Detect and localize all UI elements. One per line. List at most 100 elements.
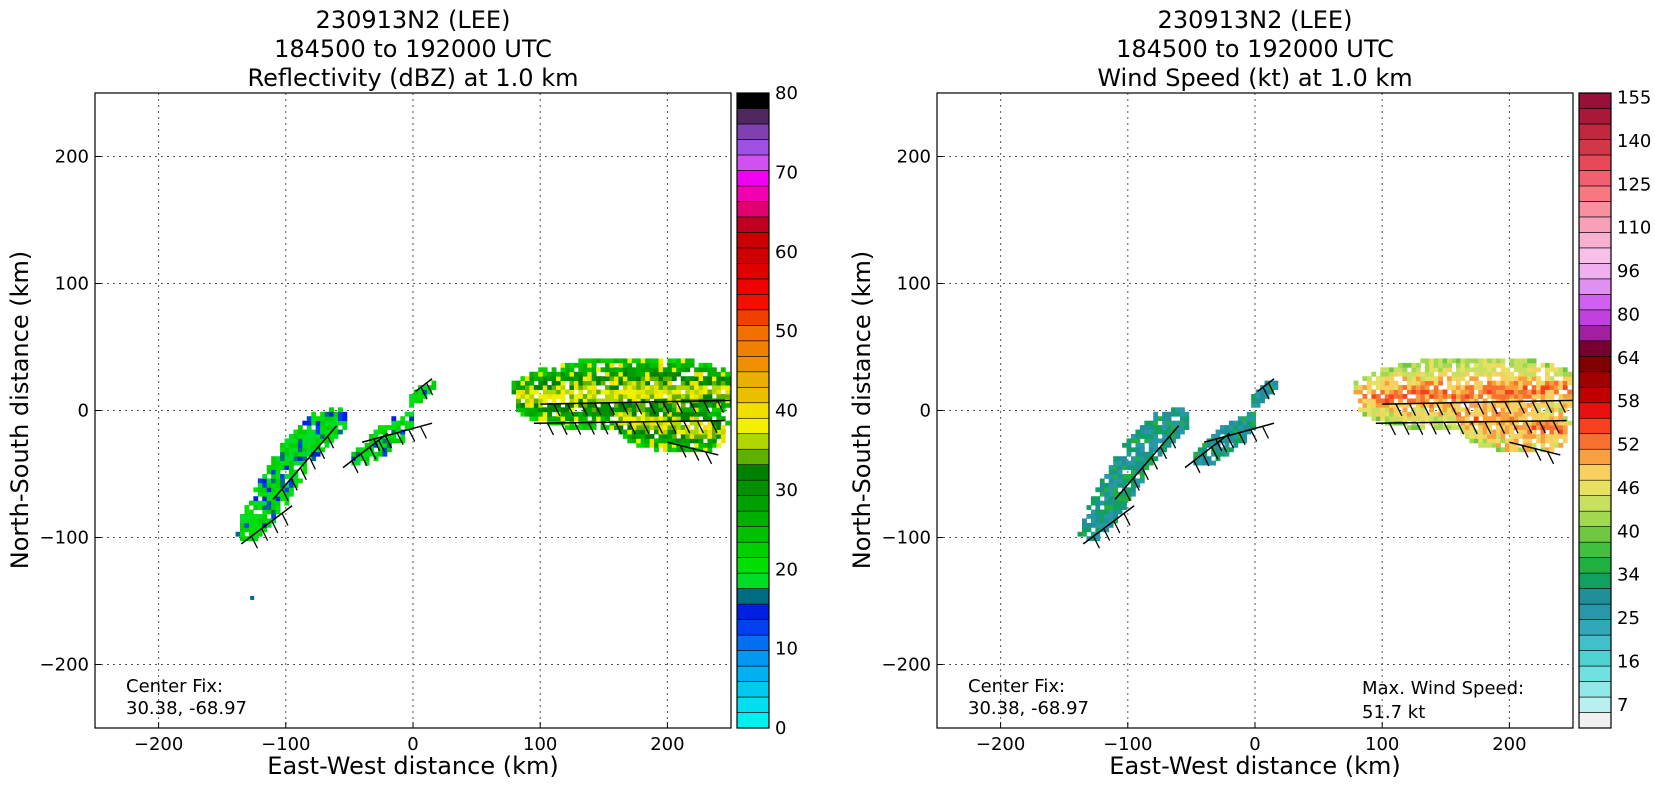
data-cell (1429, 416, 1435, 422)
data-cell (306, 451, 312, 457)
data-cell (1424, 416, 1430, 422)
data-cell (1389, 389, 1395, 395)
data-cell (703, 416, 708, 422)
data-cell (654, 385, 659, 390)
data-cell (1469, 398, 1475, 404)
data-cell (533, 416, 539, 422)
data-cell (1135, 451, 1141, 457)
data-cell (636, 380, 642, 386)
data-cell (1455, 425, 1461, 430)
data-cell (315, 420, 321, 426)
data-cell (560, 416, 566, 422)
data-cell (516, 393, 521, 399)
data-cell (1491, 420, 1497, 426)
data-cell (297, 478, 303, 484)
data-cell (1099, 509, 1105, 515)
data-cell (1380, 402, 1386, 408)
data-cell (1384, 402, 1390, 408)
data-cell (680, 407, 686, 413)
data-cell (1518, 407, 1524, 413)
data-cell (1531, 367, 1537, 373)
data-cell (1366, 407, 1372, 413)
data-cell (315, 447, 321, 453)
data-cell (1558, 380, 1564, 386)
data-cell (1260, 398, 1265, 404)
data-cell (288, 442, 294, 448)
data-cell (1380, 376, 1386, 382)
data-cell (1496, 416, 1501, 422)
data-cell (582, 402, 588, 408)
data-cell (1562, 425, 1568, 430)
data-cell (1420, 425, 1426, 430)
data-cell (1384, 407, 1390, 413)
data-cell (1407, 402, 1412, 408)
data-cell (1438, 389, 1444, 395)
wind-barb-feather (1422, 403, 1430, 416)
data-cell (685, 389, 691, 395)
data-cell (689, 358, 695, 364)
data-cell (609, 393, 615, 399)
data-cell (1562, 393, 1568, 399)
data-cell (400, 416, 406, 422)
data-cell (529, 376, 535, 382)
data-cell (538, 411, 544, 417)
data-cell (342, 416, 348, 422)
data-cell (1478, 358, 1484, 364)
data-cell (1482, 371, 1488, 377)
data-cell (658, 402, 664, 408)
data-cell (271, 456, 277, 462)
data-cell (1393, 411, 1399, 417)
data-cell (1522, 416, 1528, 422)
data-cell (1268, 380, 1274, 386)
data-cell (1567, 371, 1573, 377)
data-cell (1095, 514, 1101, 519)
data-cell (694, 371, 699, 377)
data-cell (1108, 465, 1114, 470)
data-cell (645, 385, 650, 390)
data-cell (1562, 433, 1568, 439)
data-cell (565, 371, 570, 377)
data-cell (578, 376, 584, 382)
data-cell (1531, 420, 1537, 426)
data-cell (360, 451, 366, 457)
data-cell (622, 389, 628, 395)
data-cell (1224, 442, 1230, 448)
data-cell (645, 425, 650, 430)
data-cell (565, 425, 570, 430)
data-cell (1496, 380, 1501, 386)
data-cell (618, 420, 624, 426)
data-cell (1393, 385, 1399, 390)
data-cell (1451, 411, 1457, 417)
data-cell (618, 425, 624, 430)
wind-barb-feather (250, 535, 259, 549)
data-cell (542, 416, 548, 422)
data-cell (1104, 509, 1110, 515)
data-cell (275, 496, 281, 502)
data-cell (662, 425, 668, 430)
data-cell (320, 411, 325, 417)
colorbar-swatch (736, 139, 770, 156)
data-cell (235, 531, 241, 537)
data-cell (627, 416, 633, 422)
data-cell (640, 442, 646, 448)
data-cell (565, 362, 570, 368)
data-cell (542, 380, 548, 386)
data-cell (1411, 376, 1417, 382)
data-cell (689, 393, 695, 399)
data-cell (1122, 505, 1127, 510)
data-cell (605, 398, 610, 404)
data-cell (1371, 411, 1377, 417)
colorbar-swatch (1578, 681, 1612, 698)
data-cell (658, 393, 664, 399)
data-cell (720, 429, 726, 435)
data-cell (1509, 438, 1515, 444)
data-cell (1536, 411, 1541, 417)
data-cell (729, 376, 731, 382)
data-cell (1148, 425, 1154, 430)
data-cell (311, 416, 317, 422)
data-cell (1246, 429, 1252, 435)
data-cell (1420, 389, 1426, 395)
data-cell (262, 527, 268, 533)
data-cell (578, 380, 584, 386)
data-cell (1540, 447, 1546, 453)
